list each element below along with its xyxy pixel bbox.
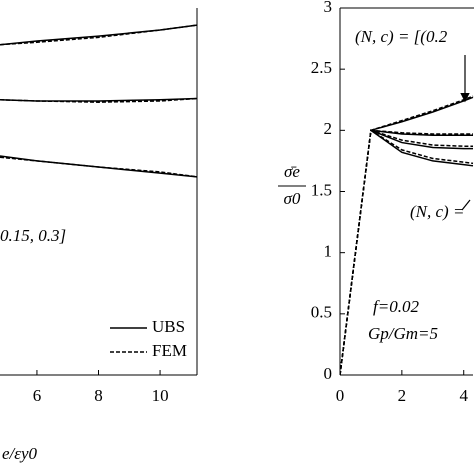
series-line: [370, 129, 473, 150]
x-tick-label: 8: [94, 386, 103, 405]
y-label: σ̄e: [284, 162, 300, 181]
series-line: [370, 129, 473, 136]
series-line: [340, 129, 474, 376]
y-tick-label: 2: [324, 119, 333, 138]
x-tick-label: 0: [336, 386, 345, 405]
annotation: (N, c) = [(0.2: [355, 27, 448, 46]
y-label: σ0: [284, 189, 301, 208]
series-line: [0, 97, 198, 102]
x-tick-label: 6: [33, 386, 42, 405]
series-line: [370, 129, 474, 167]
y-tick-label: 0.5: [311, 303, 332, 322]
series-line: [0, 24, 198, 46]
annotation: Gp/Gm=5: [368, 324, 438, 343]
x-tick-label: 2: [398, 386, 407, 405]
annotation: 0.15, 0.3]: [0, 226, 66, 245]
legend-label: FEM: [152, 341, 187, 360]
annotation: f=0.02: [373, 297, 419, 316]
legend-label: UBS: [152, 317, 185, 336]
left-plot: [0, 24, 198, 178]
x-label: e/εy0: [2, 444, 38, 463]
arrow: [461, 199, 471, 211]
y-tick-label: 3: [324, 0, 333, 16]
annotation: (N, c) =: [410, 202, 464, 221]
x-tick-label: 10: [152, 386, 169, 405]
right-plot: [340, 95, 474, 376]
y-tick-label: 1.5: [311, 180, 332, 199]
x-tick-label: 4: [459, 386, 468, 405]
series-line: [0, 97, 198, 103]
y-tick-label: 0: [324, 364, 333, 383]
y-tick-label: 1: [324, 242, 333, 261]
y-tick-label: 2.5: [311, 58, 332, 77]
series-line: [0, 24, 198, 46]
series-line: [0, 156, 198, 178]
